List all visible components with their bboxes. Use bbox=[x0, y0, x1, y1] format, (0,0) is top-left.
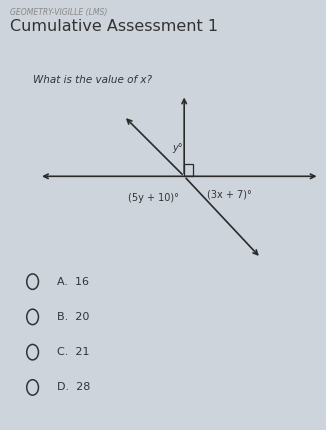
Bar bbox=[184, 164, 193, 176]
Text: What is the value of x?: What is the value of x? bbox=[33, 75, 152, 85]
Text: y°: y° bbox=[172, 143, 183, 154]
Text: (3x + 7)°: (3x + 7)° bbox=[207, 189, 252, 199]
Text: D.  28: D. 28 bbox=[57, 382, 90, 393]
Text: (5y + 10)°: (5y + 10)° bbox=[128, 193, 179, 203]
Text: C.  21: C. 21 bbox=[57, 347, 90, 357]
Text: A.  16: A. 16 bbox=[57, 276, 89, 287]
Text: Cumulative Assessment 1: Cumulative Assessment 1 bbox=[10, 19, 218, 34]
Text: GEOMETRY-VIGILLE (LMS): GEOMETRY-VIGILLE (LMS) bbox=[10, 8, 107, 17]
Text: B.  20: B. 20 bbox=[57, 312, 89, 322]
